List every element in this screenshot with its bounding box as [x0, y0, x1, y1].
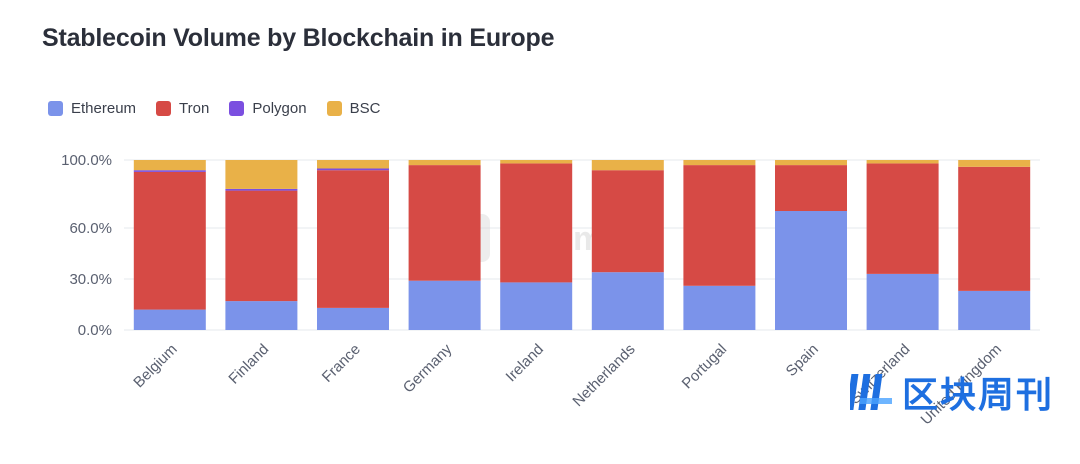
- legend-item-tron[interactable]: Tron: [156, 100, 209, 117]
- bar-ethereum-united-kingdom: [958, 290, 1031, 330]
- chart-title: Stablecoin Volume by Blockchain in Europ…: [42, 24, 555, 52]
- y-tick-label: 0.0%: [78, 322, 112, 339]
- x-tick-label: Netherlands: [569, 341, 638, 410]
- bar-ethereum-france: [317, 307, 389, 330]
- legend-label-tron: Tron: [179, 100, 210, 117]
- publisher-name: 区块周刊: [901, 375, 1054, 416]
- bar-tron-belgium: [133, 171, 206, 310]
- bar-bsc-germany: [408, 160, 481, 166]
- bar-tron-finland: [225, 190, 298, 302]
- y-tick-label: 30.0%: [69, 271, 112, 288]
- x-tick-label: Portugal: [679, 341, 731, 393]
- x-tick-label: Belgium: [130, 341, 180, 391]
- bar-tron-ireland: [500, 163, 573, 283]
- publisher-watermark: 区块周刊: [846, 366, 1054, 418]
- bar-bsc-switzerland: [866, 160, 939, 164]
- bar-polygon-finland: [225, 188, 298, 191]
- bar-tron-portugal: [683, 165, 756, 286]
- bar-ethereum-ireland: [500, 282, 573, 330]
- bar-tron-germany: [408, 165, 481, 281]
- bar-ethereum-netherlands: [591, 272, 664, 330]
- x-tick-label: Ireland: [503, 341, 547, 385]
- y-tick-label: 100.0%: [61, 152, 112, 169]
- legend-item-ethereum[interactable]: Ethereum: [48, 100, 136, 117]
- x-tick-label: Spain: [783, 341, 822, 380]
- x-tick-label: Germany: [400, 340, 456, 396]
- bar-ethereum-switzerland: [866, 273, 939, 330]
- bar-bsc-netherlands: [591, 160, 664, 171]
- brand-logo-icon: [846, 370, 896, 414]
- chart-legend: Ethereum Tron Polygon BSC: [48, 100, 380, 117]
- legend-item-bsc[interactable]: BSC: [326, 100, 381, 117]
- bar-tron-spain: [775, 165, 847, 211]
- bar-tron-switzerland: [866, 163, 939, 274]
- bar-bsc-spain: [775, 160, 847, 166]
- bar-bsc-france: [317, 160, 389, 169]
- bar-polygon-france: [317, 168, 389, 171]
- bar-bsc-ireland: [500, 160, 573, 164]
- legend-swatch-bsc: [326, 101, 342, 116]
- y-tick-label: 60.0%: [69, 220, 112, 237]
- bar-polygon-belgium: [133, 170, 206, 172]
- legend-swatch-ethereum: [48, 101, 63, 116]
- legend-label-ethereum: Ethereum: [71, 100, 137, 117]
- bar-tron-france: [317, 170, 389, 308]
- bar-bsc-united-kingdom: [958, 160, 1031, 167]
- bar-ethereum-portugal: [683, 285, 756, 330]
- bar-ethereum-germany: [408, 280, 481, 330]
- bar-ethereum-finland: [225, 301, 298, 330]
- legend-swatch-tron: [156, 101, 172, 116]
- bar-tron-united-kingdom: [958, 166, 1031, 291]
- legend-item-polygon[interactable]: Polygon: [229, 100, 307, 117]
- x-tick-label: Finland: [225, 341, 272, 388]
- legend-label-bsc: BSC: [349, 100, 381, 117]
- bar-ethereum-belgium: [133, 309, 206, 330]
- bar-ethereum-spain: [775, 211, 847, 330]
- x-tick-label: France: [319, 341, 364, 386]
- bar-bsc-finland: [225, 160, 298, 189]
- legend-swatch-polygon: [229, 101, 245, 116]
- bar-bsc-portugal: [683, 160, 756, 166]
- legend-label-polygon: Polygon: [252, 100, 307, 117]
- bar-bsc-belgium: [133, 160, 206, 171]
- bar-tron-netherlands: [591, 170, 664, 273]
